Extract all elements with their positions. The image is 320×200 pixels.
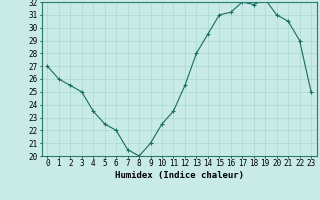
X-axis label: Humidex (Indice chaleur): Humidex (Indice chaleur) (115, 171, 244, 180)
